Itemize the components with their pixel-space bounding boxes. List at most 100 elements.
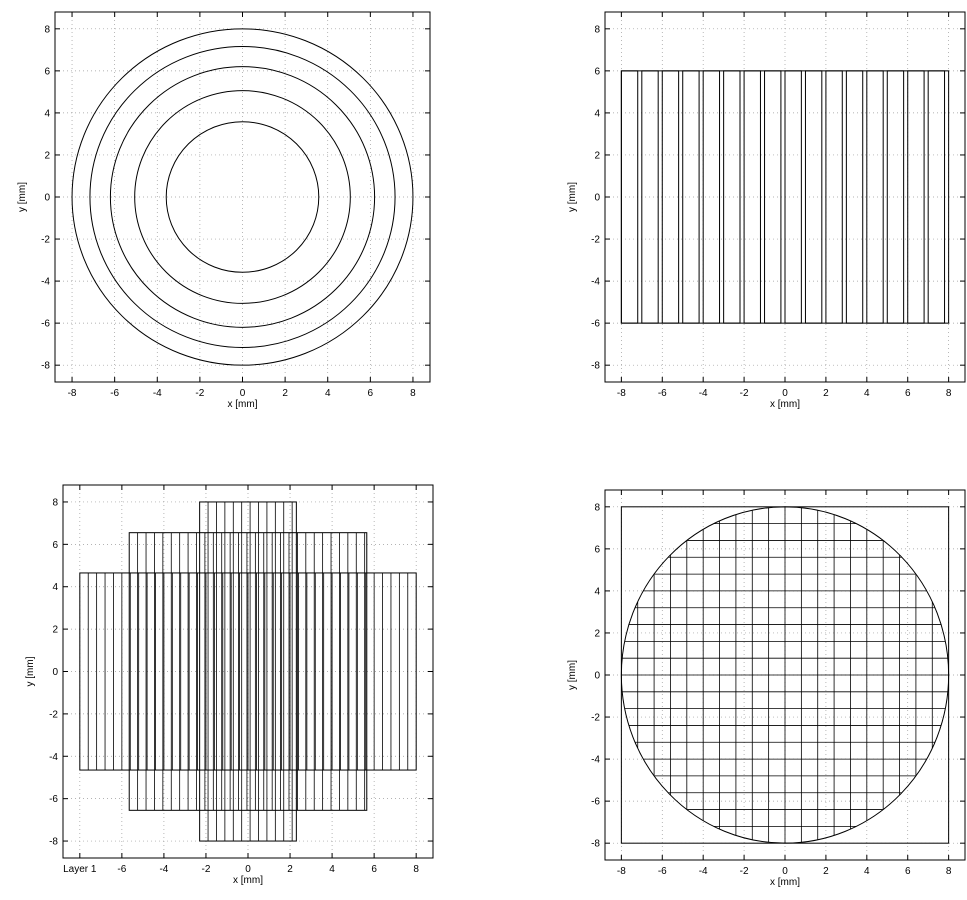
x-tick-label: 0 (782, 866, 788, 877)
x-axis-label: x [mm] (233, 875, 263, 886)
strip (845, 70, 864, 324)
x-tick-label: 6 (371, 864, 377, 875)
strip (641, 70, 659, 324)
y-tick-label: -4 (591, 755, 600, 766)
strip (620, 70, 639, 324)
y-tick-label: 0 (594, 671, 600, 682)
x-tick-label: -6 (658, 388, 667, 399)
x-tick-label: -4 (153, 388, 162, 399)
y-tick-label: -6 (591, 797, 600, 808)
x-tick-label: 6 (905, 388, 911, 399)
x-tick-label: 4 (864, 866, 870, 877)
x-tick-label: -6 (117, 864, 126, 875)
x-tick-label: -4 (699, 388, 708, 399)
y-tick-label: 6 (52, 540, 58, 551)
y-tick-label: 2 (44, 150, 50, 161)
y-tick-label: -8 (49, 837, 58, 848)
x-tick-label: 4 (329, 864, 335, 875)
x-tick-label: 0 (782, 388, 788, 399)
x-tick-label: -8 (617, 388, 626, 399)
y-tick-label: 8 (44, 24, 50, 35)
strip (764, 70, 782, 324)
y-axis-label: y [mm] (567, 660, 578, 690)
x-tick-label: -8 (68, 388, 77, 399)
y-tick-label: -4 (591, 277, 600, 288)
y-tick-label: -6 (41, 319, 50, 330)
ring (134, 90, 351, 304)
strip (743, 70, 761, 324)
x-tick-label: 2 (823, 866, 829, 877)
x-tick-label: 6 (368, 388, 374, 399)
y-tick-label: 2 (594, 628, 600, 639)
x-tick-label: 8 (413, 864, 419, 875)
strip (907, 70, 925, 324)
strip (723, 70, 741, 324)
y-tick-label: 4 (44, 108, 50, 119)
x-tick-label: -4 (159, 864, 168, 875)
y-tick-label: 4 (52, 582, 58, 593)
y-tick-label: 6 (44, 66, 50, 77)
y-tick-label: -6 (591, 319, 600, 330)
y-tick-label: 6 (594, 66, 600, 77)
strip (702, 70, 721, 324)
y-tick-label: -2 (591, 713, 600, 724)
y-tick-label: 0 (44, 193, 50, 204)
strip (886, 70, 905, 324)
y-tick-label: 0 (594, 193, 600, 204)
x-tick-label: 4 (325, 388, 331, 399)
shapes (620, 70, 950, 324)
x-tick-label: -2 (202, 864, 211, 875)
strip (825, 70, 843, 324)
shapes (79, 501, 417, 842)
y-tick-label: 8 (594, 24, 600, 35)
ring (89, 45, 396, 349)
x-tick-label: 0 (240, 388, 246, 399)
x-axis-label: x [mm] (770, 399, 800, 410)
shapes (71, 28, 414, 366)
y-axis-label: y [mm] (17, 182, 28, 212)
y-axis-label: y [mm] (567, 182, 578, 212)
x-tick-label: 2 (823, 388, 829, 399)
x-tick-label: -4 (699, 866, 708, 877)
y-tick-label: -8 (41, 361, 50, 372)
x-tick-label: 0 (245, 864, 251, 875)
y-tick-label: -8 (591, 361, 600, 372)
y-tick-label: -4 (49, 752, 58, 763)
y-tick-label: -8 (591, 839, 600, 850)
x-tick-label: 8 (410, 388, 416, 399)
y-tick-label: 4 (594, 586, 600, 597)
y-tick-label: -2 (49, 709, 58, 720)
y-tick-label: -6 (49, 794, 58, 805)
panel-concentric-rings: -8 -6 -4 -2 0 2 4 6 8 -8 -6 -4 -2 0 2 4 6 8 x [mm] y [mm] (17, 11, 431, 410)
y-tick-label: -2 (591, 235, 600, 246)
x-tick-label: -2 (740, 866, 749, 877)
y-tick-label: 2 (594, 150, 600, 161)
x-tick-label: Layer 1 (63, 864, 97, 875)
y-tick-label: 8 (594, 502, 600, 513)
x-tick-label: -6 (658, 866, 667, 877)
x-tick-label: 8 (946, 388, 952, 399)
x-tick-label: -2 (740, 388, 749, 399)
strip (784, 70, 802, 324)
panel-stepped-strips: Layer 1 -6 -4 -2 0 2 4 6 8 -8 -6 -4 -2 0 2 4 6 8 x [mm] y [… (25, 484, 434, 886)
strip-block (128, 532, 368, 811)
x-axis-label: x [mm] (228, 399, 258, 410)
y-tick-label: 2 (52, 625, 58, 636)
strip (927, 70, 946, 324)
y-tick-label: -2 (41, 235, 50, 246)
x-tick-label: 8 (946, 866, 952, 877)
y-axis-label: y [mm] (25, 656, 36, 686)
x-tick-label: -8 (617, 866, 626, 877)
ring (71, 28, 414, 366)
y-tick-label: 8 (52, 497, 58, 508)
strip (682, 70, 700, 324)
panel-vertical-strips: -8 -6 -4 -2 0 2 4 6 8 -8 -6 -4 -2 0 2 4 6 8 x [mm] y [mm] (567, 11, 966, 410)
strip-block (199, 501, 297, 842)
x-tick-label: 6 (905, 866, 911, 877)
y-tick-label: 0 (52, 667, 58, 678)
x-tick-label: -2 (195, 388, 204, 399)
y-tick-label: 4 (594, 108, 600, 119)
ring (165, 121, 320, 273)
panel-grid-in-circle: -8 -6 -4 -2 0 2 4 6 8 -8 -6 -4 -2 0 2 4 6 8 x [mm] y [mm] (567, 489, 966, 888)
